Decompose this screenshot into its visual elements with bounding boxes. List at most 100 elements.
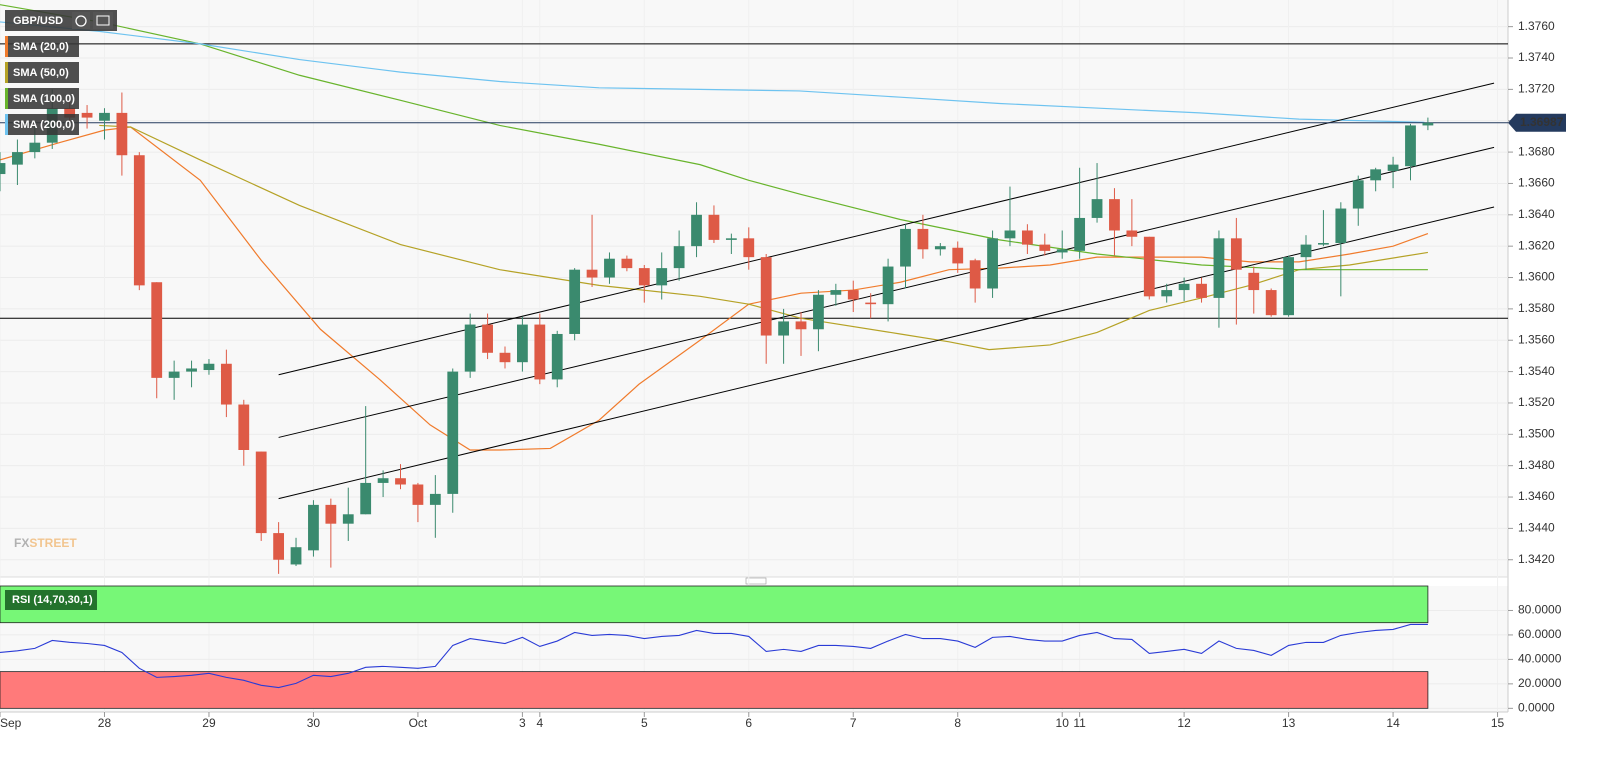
candle-body (673, 246, 685, 269)
candle-body (99, 112, 110, 121)
legend-box[interactable] (5, 114, 79, 135)
candle-body (1178, 283, 1190, 291)
candle-body (1213, 238, 1225, 298)
candle-body (1021, 230, 1033, 245)
x-tick-label: 12 (1177, 716, 1191, 730)
candle-body (1074, 217, 1086, 251)
x-tick-label: 6 (745, 716, 752, 730)
candle-body (273, 533, 285, 560)
y-tick-label: 1.3440 (1518, 521, 1555, 535)
candle-body (621, 258, 633, 269)
candle-body (342, 514, 354, 524)
candle-body (1405, 125, 1416, 167)
channel-line (278, 206, 1495, 500)
y-tick-label: 80.0000 (1518, 603, 1562, 617)
candle-body (1283, 257, 1294, 316)
legend-box[interactable] (5, 88, 79, 109)
price-pane (0, 0, 1508, 577)
y-tick-label: 1.3680 (1518, 144, 1555, 158)
x-tick-label: Sep (0, 716, 22, 730)
x-tick-label: 5 (641, 716, 648, 730)
candle-body (308, 504, 319, 551)
x-tick-label: 7 (850, 716, 857, 730)
candle-body (447, 371, 459, 494)
candle-body (81, 112, 93, 118)
candle-body (325, 504, 337, 524)
x-tick-label: 3 (519, 716, 526, 730)
candle-body (186, 368, 197, 372)
legend-box[interactable] (5, 36, 79, 57)
legend-settings-icon[interactable] (93, 12, 113, 29)
legend-settings-glyph (96, 15, 110, 26)
candle-body (168, 371, 180, 378)
candle-body (795, 321, 807, 330)
rsi-band (0, 585, 1429, 624)
legend-swatch (5, 62, 8, 83)
candle-body (1370, 169, 1382, 181)
legend-label: GBP/USD (13, 15, 63, 27)
candle-body (934, 246, 946, 250)
candle-body (604, 258, 615, 278)
candle-body (499, 352, 511, 363)
legend-box[interactable] (5, 62, 79, 83)
candle-body (29, 142, 41, 153)
candle-body (1109, 199, 1120, 231)
candle-body (1422, 122, 1434, 126)
candle-body (517, 324, 528, 363)
candle-body (586, 269, 598, 278)
legend-swatch (5, 114, 8, 135)
y-tick-label: 1.3660 (1518, 176, 1555, 190)
candle-body (360, 482, 372, 515)
x-tick-label: 11 (1073, 716, 1086, 730)
candle-body (1091, 199, 1103, 218)
candle-body (429, 493, 441, 505)
sma-line (99, 124, 1428, 351)
candle-body (1161, 290, 1173, 297)
sma-line (0, 126, 1429, 451)
legend-box[interactable] (5, 590, 97, 610)
y-tick-label: 0.0000 (1518, 701, 1555, 715)
sma-line (0, 21, 1425, 123)
candle-body (1335, 208, 1347, 244)
candle-body (1126, 230, 1138, 237)
candle-body (377, 478, 389, 483)
candle-body (238, 404, 250, 450)
x-tick-label: 30 (307, 716, 321, 730)
x-tick-label: Oct (409, 716, 428, 730)
candle-body (1039, 244, 1051, 251)
candle-body (760, 257, 772, 336)
legend-label: SMA (100,0) (13, 93, 75, 105)
legend-label: SMA (50,0) (13, 67, 69, 79)
y-tick-label: 1.3480 (1518, 458, 1555, 472)
y-tick-label: 20.0000 (1518, 676, 1562, 690)
candle-body (952, 247, 964, 264)
candle-body (1300, 244, 1312, 258)
candle-body (290, 547, 302, 565)
y-tick-label: 1.3500 (1518, 426, 1555, 440)
candle-body (725, 238, 737, 240)
candle-body (987, 238, 998, 289)
candle-body (847, 290, 859, 300)
legend-label: SMA (200,0) (13, 119, 75, 131)
y-tick-label: 1.3580 (1518, 301, 1555, 315)
legend-swatch (5, 36, 8, 57)
candle-body (638, 268, 650, 286)
candle-body (133, 155, 145, 286)
x-tick-label: 28 (98, 716, 112, 730)
x-tick-label: 13 (1282, 716, 1296, 730)
candle-body (1248, 272, 1260, 291)
candle-body (917, 228, 929, 250)
candle-body (1230, 238, 1242, 270)
candle-body (395, 478, 406, 485)
candle-body (1196, 283, 1207, 298)
pane-resize-handle[interactable] (745, 577, 767, 585)
candle-body (12, 152, 23, 165)
candle-body (203, 363, 215, 371)
candle-body (743, 238, 755, 258)
legend-refresh-icon[interactable] (72, 12, 90, 29)
candle-body (1318, 243, 1329, 245)
legend-label: SMA (20,0) (13, 41, 69, 53)
candle-body (569, 269, 581, 334)
